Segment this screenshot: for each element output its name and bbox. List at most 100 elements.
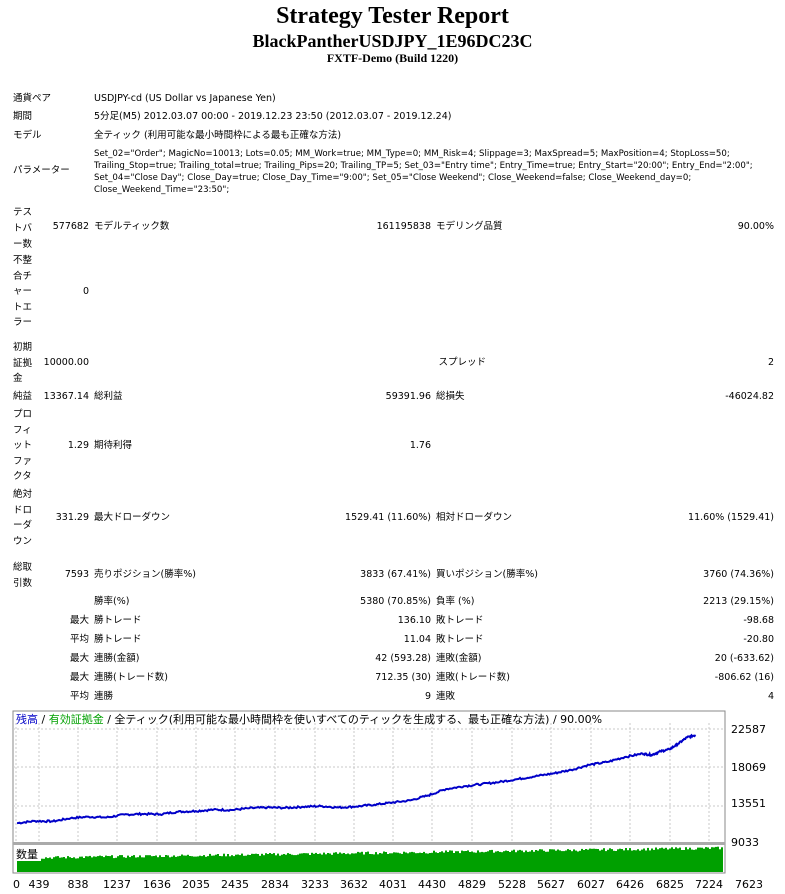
errors-value: 0 bbox=[82, 286, 89, 297]
volume-bar bbox=[151, 856, 153, 872]
quality-label: モデリング品質 bbox=[436, 221, 503, 232]
volume-bar bbox=[721, 847, 723, 872]
volume-bar bbox=[29, 857, 31, 872]
cons-loss-cnt-label: 連敗(トレード数) bbox=[436, 672, 510, 683]
volume-bar bbox=[295, 855, 297, 872]
volume-bar bbox=[87, 856, 89, 872]
volume-bar bbox=[41, 858, 43, 872]
volume-bar bbox=[615, 851, 617, 872]
volume-bar bbox=[127, 855, 129, 872]
volume-bar bbox=[323, 852, 325, 872]
volume-bar bbox=[325, 854, 327, 872]
volume-bar bbox=[565, 850, 567, 872]
volume-bar bbox=[255, 853, 257, 872]
ticks-value: 161195838 bbox=[376, 221, 431, 232]
symbol-value: USDJPY-cd (US Dollar vs Japanese Yen) bbox=[94, 93, 276, 104]
x-tick-label: 1237 bbox=[103, 878, 131, 891]
volume-bar bbox=[515, 852, 517, 872]
volume-bar bbox=[207, 856, 209, 872]
volume-bar bbox=[467, 850, 469, 872]
volume-bar bbox=[371, 854, 373, 872]
volume-bar bbox=[667, 849, 669, 872]
volume-bar bbox=[369, 854, 371, 872]
volume-bar bbox=[27, 858, 29, 872]
chart-legend: 残高 / 有効証拠金 / 全ティック(利用可能な最小時間枠を使いすべてのティック… bbox=[16, 712, 602, 726]
volume-bar bbox=[619, 848, 621, 872]
volume-bar bbox=[267, 854, 269, 872]
volume-bar bbox=[647, 847, 649, 872]
volume-bar bbox=[117, 856, 119, 872]
volume-bar bbox=[669, 848, 671, 872]
volume-bar bbox=[717, 846, 719, 872]
volume-bar bbox=[335, 852, 337, 872]
x-tick-label: 2435 bbox=[221, 878, 249, 891]
volume-bar bbox=[665, 847, 667, 872]
volume-bar bbox=[137, 857, 139, 872]
volume-bar bbox=[23, 859, 25, 872]
volume-bar bbox=[465, 851, 467, 872]
volume-bar bbox=[687, 849, 689, 872]
volume-bar bbox=[293, 855, 295, 872]
volume-bar bbox=[463, 851, 465, 872]
volume-bar bbox=[529, 851, 531, 872]
volume-bar bbox=[231, 855, 233, 872]
short-label: 売りポジション(勝率%) bbox=[94, 569, 196, 580]
volume-bar bbox=[291, 854, 293, 872]
volume-bar bbox=[177, 856, 179, 872]
volume-bar bbox=[159, 855, 161, 872]
volume-bar bbox=[507, 851, 509, 872]
volume-bar bbox=[99, 855, 101, 872]
volume-bar bbox=[567, 849, 569, 872]
y-tick-label: 18069 bbox=[731, 761, 766, 774]
volume-bar bbox=[253, 853, 255, 872]
volume-bar bbox=[37, 858, 39, 872]
volume-bar bbox=[579, 850, 581, 872]
volume-bar bbox=[353, 853, 355, 872]
volume-bar bbox=[111, 855, 113, 872]
volume-bar bbox=[503, 851, 505, 872]
volume-bar bbox=[673, 848, 675, 872]
volume-bar bbox=[359, 852, 361, 872]
volume-bar bbox=[223, 853, 225, 872]
volume-bar bbox=[585, 849, 587, 872]
volume-bar bbox=[163, 857, 165, 872]
volume-bar bbox=[475, 852, 477, 872]
pf-label: プロフィットファクタ bbox=[13, 409, 33, 482]
volume-bar bbox=[357, 851, 359, 872]
volume-bar bbox=[271, 853, 273, 872]
pf-value: 1.29 bbox=[67, 440, 89, 451]
volume-bar bbox=[501, 852, 503, 872]
report-title: Strategy Tester Report bbox=[276, 3, 509, 29]
volume-bar bbox=[707, 847, 709, 872]
volume-bar bbox=[633, 850, 635, 872]
volume-bar bbox=[401, 853, 403, 872]
spread-value: 2 bbox=[767, 357, 774, 368]
volume-bar bbox=[505, 850, 507, 872]
ticks-label: モデルティック数 bbox=[94, 221, 170, 232]
max-win-trade-value: 136.10 bbox=[397, 615, 431, 626]
volume-bar bbox=[443, 852, 445, 872]
volume-bar bbox=[599, 850, 601, 872]
volume-bar bbox=[147, 855, 149, 872]
volume-bar bbox=[309, 855, 311, 872]
volume-bar bbox=[79, 856, 81, 872]
volume-bar bbox=[57, 856, 59, 872]
volume-bar bbox=[279, 855, 281, 872]
volume-bar bbox=[149, 855, 151, 872]
volume-bar bbox=[101, 856, 103, 872]
long-value: 3760 (74.36%) bbox=[703, 569, 774, 580]
volume-bar bbox=[685, 847, 687, 872]
volume-bar bbox=[415, 853, 417, 872]
cons-loss-amt-label: 連敗(金額) bbox=[436, 653, 482, 664]
trades-value: 7593 bbox=[64, 569, 89, 580]
volume-bar bbox=[123, 857, 125, 872]
volume-bar bbox=[193, 856, 195, 872]
volume-bar bbox=[479, 852, 481, 872]
x-tick-label: 6426 bbox=[616, 878, 644, 891]
volume-bar bbox=[455, 851, 457, 872]
x-tick-label: 1636 bbox=[143, 878, 171, 891]
volume-bar bbox=[145, 855, 147, 872]
volume-bar bbox=[83, 858, 85, 872]
x-tick-label: 4031 bbox=[379, 878, 407, 891]
volume-bar bbox=[473, 852, 475, 872]
